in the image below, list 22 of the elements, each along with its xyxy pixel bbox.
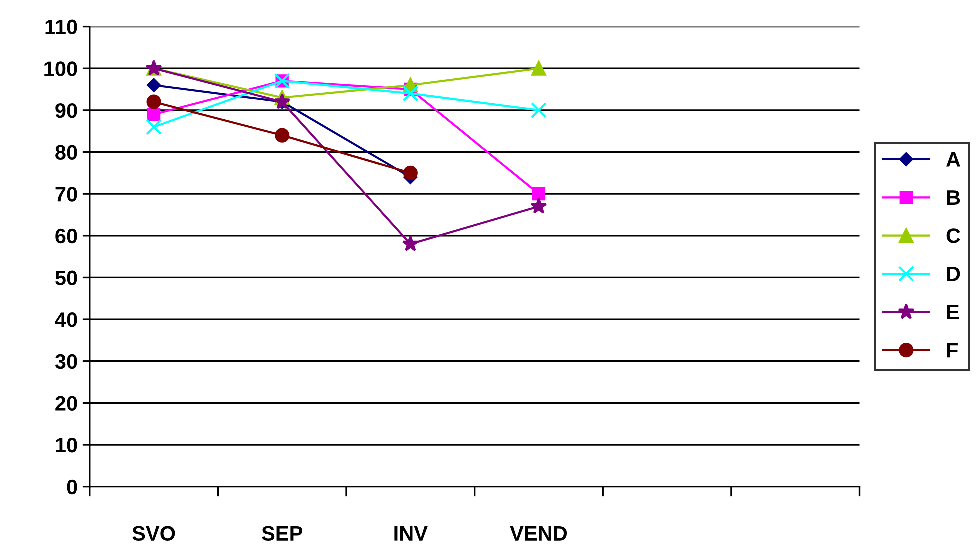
- y-tick-label: 30: [55, 354, 78, 370]
- legend-label: D: [947, 266, 960, 282]
- x-tick-label: SEP: [262, 526, 302, 542]
- y-tick-label: 110: [46, 20, 78, 35]
- x-tick-label: SVO: [132, 526, 176, 542]
- legend-label: F: [947, 343, 958, 358]
- legend-label: C: [946, 228, 960, 244]
- y-tick-label: 20: [56, 396, 78, 411]
- legend-label: A: [946, 152, 960, 167]
- legend-label: E: [947, 305, 960, 320]
- y-tick-label: 50: [56, 270, 78, 286]
- y-tick-label: 60: [56, 228, 78, 244]
- y-tick-label: 100: [44, 62, 78, 76]
- y-tick-label: 40: [55, 312, 78, 328]
- x-tick-label: INV: [394, 526, 428, 541]
- y-tick-label: 80: [56, 145, 78, 160]
- x-tick-label: VEND: [510, 526, 568, 541]
- y-tick-label: 10: [56, 438, 78, 453]
- y-tick-label: 0: [67, 480, 78, 495]
- y-tick-label: 70: [56, 187, 78, 202]
- legend-label: B: [947, 190, 960, 205]
- y-tick-label: 90: [56, 103, 78, 118]
